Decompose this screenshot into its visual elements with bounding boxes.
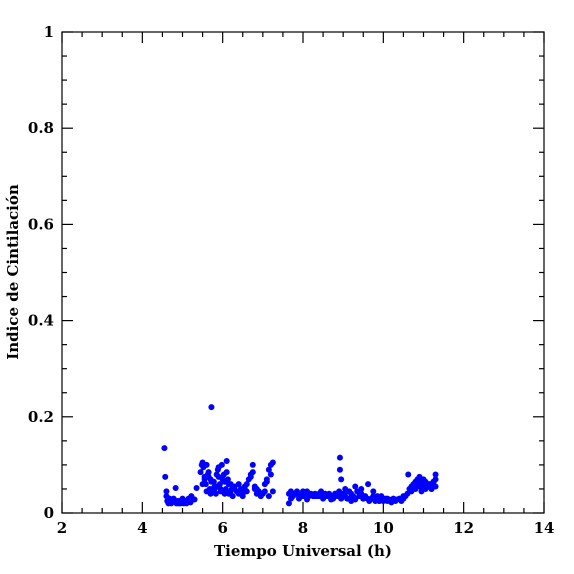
data-point <box>269 459 276 466</box>
data-point <box>405 471 412 478</box>
data-point <box>287 495 294 502</box>
data-point <box>332 490 339 497</box>
data-point <box>261 481 268 488</box>
x-tick-label: 12 <box>453 519 474 537</box>
data-point <box>338 476 345 483</box>
data-point <box>336 454 343 461</box>
data-point <box>239 493 246 500</box>
data-point <box>352 483 359 490</box>
data-point <box>188 493 195 500</box>
x-tick-label: 14 <box>534 519 555 537</box>
data-point <box>328 496 335 503</box>
data-point <box>432 471 439 478</box>
data-point <box>358 485 365 492</box>
data-point <box>265 493 272 500</box>
y-tick-label: 0.4 <box>28 312 54 330</box>
data-point <box>376 497 383 504</box>
data-point <box>346 488 353 495</box>
data-point <box>384 495 391 502</box>
data-point <box>249 469 256 476</box>
data-point <box>203 461 210 468</box>
y-tick-label: 0.8 <box>28 119 54 137</box>
data-point <box>300 488 306 495</box>
data-point <box>267 471 274 478</box>
data-point <box>241 485 248 492</box>
data-point <box>269 488 276 495</box>
data-point <box>161 445 168 452</box>
y-tick-label: 0 <box>44 504 54 522</box>
data-point <box>295 495 302 502</box>
data-point <box>348 497 355 504</box>
data-point <box>251 483 258 490</box>
data-point <box>163 488 170 495</box>
data-point <box>205 473 212 480</box>
data-point <box>414 481 421 488</box>
data-point <box>217 488 224 495</box>
data-point <box>173 499 180 506</box>
data-point <box>428 485 435 492</box>
data-point <box>218 461 225 468</box>
data-point <box>162 473 169 480</box>
data-point <box>197 469 204 476</box>
data-point <box>193 484 200 491</box>
tick-labels: 2 4 6 8 10 12 14 0 0.2 0.4 0.6 0.8 1 <box>28 23 555 537</box>
data-point <box>265 466 272 473</box>
data-point <box>235 481 242 488</box>
x-tick-label: 8 <box>298 519 308 537</box>
x-tick-label: 6 <box>217 519 227 537</box>
data-point <box>392 496 399 503</box>
plot-frame <box>61 31 545 514</box>
data-point <box>336 466 343 473</box>
data-point <box>257 490 264 497</box>
data-point <box>223 458 230 465</box>
data-point <box>199 481 206 488</box>
data-point <box>208 478 215 485</box>
data-point <box>370 488 377 495</box>
data-point <box>368 495 375 502</box>
data-point <box>165 496 172 503</box>
data-point <box>223 469 230 476</box>
y-axis-title: Indice de Cintilación <box>4 184 22 360</box>
y-tick-label: 0.6 <box>28 215 54 233</box>
data-point <box>420 483 427 490</box>
data-point <box>209 485 216 492</box>
data-point <box>304 496 311 503</box>
x-tick-label: 2 <box>57 519 67 537</box>
data-point <box>285 500 292 507</box>
x-tick-label: 10 <box>373 519 394 537</box>
data-point <box>212 490 219 497</box>
data-point <box>243 481 250 488</box>
data-point <box>172 484 179 491</box>
data-point <box>205 469 212 476</box>
y-tick-label: 0.2 <box>28 408 54 426</box>
data-point <box>179 495 186 502</box>
data-point <box>224 476 231 483</box>
data-point <box>203 488 210 495</box>
data-point <box>263 476 270 483</box>
x-axis-title: Tiempo Universal (h) <box>214 542 392 560</box>
data-point <box>249 461 256 468</box>
ticks <box>61 31 545 514</box>
x-tick-label: 4 <box>137 519 147 537</box>
data-point <box>247 473 254 480</box>
y-tick-label: 1 <box>44 23 54 41</box>
data-point <box>316 493 323 500</box>
data-points <box>161 404 439 507</box>
data-point <box>215 473 222 480</box>
data-point <box>365 481 372 488</box>
data-point <box>208 404 215 411</box>
data-point <box>430 478 437 485</box>
